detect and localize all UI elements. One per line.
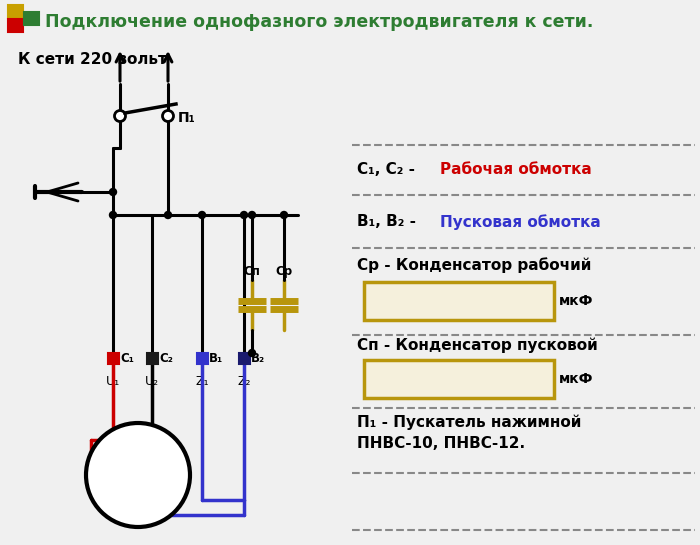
- Text: 1~: 1~: [125, 478, 151, 496]
- Circle shape: [199, 211, 206, 219]
- Bar: [8, 5, 23, 18]
- Bar: [108, 353, 119, 364]
- Text: Подключение однофазного электродвигателя к сети.: Подключение однофазного электродвигателя…: [45, 13, 594, 31]
- Circle shape: [109, 189, 116, 196]
- Circle shape: [281, 211, 288, 219]
- Circle shape: [86, 423, 190, 527]
- Text: Сп: Сп: [244, 265, 260, 278]
- Text: U₁: U₁: [106, 375, 120, 388]
- Circle shape: [248, 349, 256, 356]
- Circle shape: [115, 111, 125, 122]
- Text: С₁: С₁: [120, 352, 134, 365]
- Circle shape: [248, 211, 256, 219]
- Text: П₁ - Пускатель нажимной: П₁ - Пускатель нажимной: [357, 414, 582, 430]
- Text: ПНВС-10, ПНВС-12.: ПНВС-10, ПНВС-12.: [357, 437, 525, 451]
- Text: М: М: [126, 455, 150, 479]
- Bar: [8, 19, 23, 32]
- Bar: [197, 353, 208, 364]
- Text: П₁: П₁: [178, 111, 196, 125]
- Text: U₂: U₂: [145, 375, 159, 388]
- Bar: [239, 353, 250, 364]
- Bar: [364, 282, 554, 320]
- Bar: [364, 360, 554, 398]
- Text: Пусковая обмотка: Пусковая обмотка: [440, 214, 601, 230]
- Bar: [147, 353, 158, 364]
- Text: К сети 220 вольт: К сети 220 вольт: [18, 52, 167, 68]
- Text: Z₁: Z₁: [195, 375, 209, 388]
- Text: Ср: Ср: [275, 265, 293, 278]
- Circle shape: [162, 111, 174, 122]
- Circle shape: [241, 211, 248, 219]
- Text: Рабочая обмотка: Рабочая обмотка: [440, 162, 592, 178]
- Bar: [24, 12, 39, 25]
- Text: Ср - Конденсатор рабочий: Ср - Конденсатор рабочий: [357, 257, 592, 273]
- Text: С₁, С₂ -: С₁, С₂ -: [357, 162, 420, 178]
- Text: В₂: В₂: [251, 352, 265, 365]
- Text: мкФ: мкФ: [559, 294, 594, 308]
- Text: В₁: В₁: [209, 352, 223, 365]
- Text: Сп - Конденсатор пусковой: Сп - Конденсатор пусковой: [357, 337, 598, 353]
- Circle shape: [109, 211, 116, 219]
- Circle shape: [164, 211, 172, 219]
- Text: мкФ: мкФ: [559, 372, 594, 386]
- Text: В₁, В₂ -: В₁, В₂ -: [357, 215, 421, 229]
- Text: С₂: С₂: [159, 352, 173, 365]
- Text: Z₂: Z₂: [237, 375, 251, 388]
